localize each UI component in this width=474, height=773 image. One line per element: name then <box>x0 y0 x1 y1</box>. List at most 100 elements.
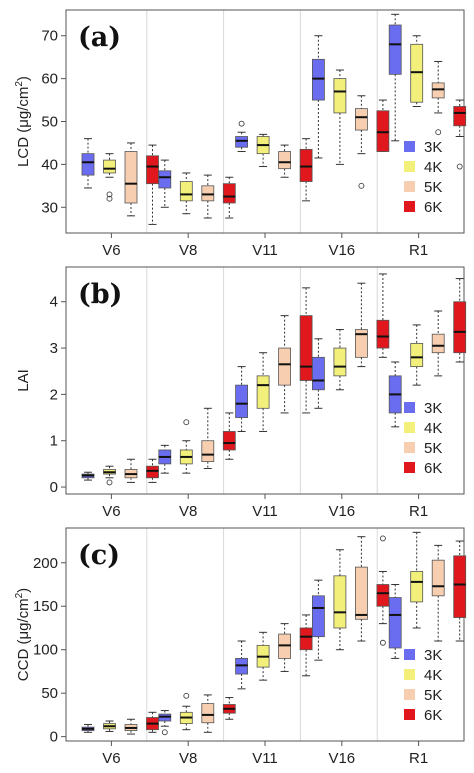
x-tick-label: V6 <box>102 750 120 767</box>
box-R1-6K <box>453 540 467 642</box>
box-body <box>376 584 390 607</box>
outlier-point <box>183 419 190 426</box>
box-body <box>333 347 347 377</box>
y-tick-label: 4 <box>50 294 58 311</box>
legend-swatch <box>404 161 415 172</box>
x-tick-label: V16 <box>328 503 355 520</box>
y-axis-label: CCD (μg/cm2) <box>14 588 32 681</box>
box-body <box>278 151 292 170</box>
box-body <box>410 343 424 368</box>
box-body <box>256 375 270 409</box>
legend-swatch <box>404 201 415 212</box>
legend-swatch <box>404 402 415 413</box>
box-V11-4K <box>256 631 270 681</box>
box-body <box>146 155 159 185</box>
box-R1-5K <box>431 310 445 377</box>
box-body <box>311 58 325 101</box>
panel-1: 30 40 50 60 70 LCD (μg/cm2) V6 V8 V11 V16 R1 (a) 3K 4… <box>14 9 467 259</box>
legend-swatch <box>404 669 415 680</box>
box-body <box>124 151 138 204</box>
box-V11-3K <box>235 366 249 432</box>
legend-label: 5K <box>424 440 442 457</box>
y-tick-label: 60 <box>41 71 58 88</box>
box-V16-4K <box>333 69 347 165</box>
box-V16-5K <box>354 282 368 368</box>
box-R1-3K <box>388 584 402 659</box>
box-body <box>354 566 368 620</box>
box-body <box>222 183 236 204</box>
y-tick-label: 1 <box>50 433 58 450</box>
box-V6-6K <box>146 144 159 225</box>
box-V6-4K <box>103 720 116 732</box>
box-V11-4K <box>256 352 270 432</box>
box-body <box>235 136 249 148</box>
box-R1-3K <box>388 13 402 142</box>
box-V8-3K <box>158 710 172 736</box>
box-V8-4K <box>179 692 193 731</box>
y-tick-label: 70 <box>41 28 58 45</box>
legend: 3K 4K 5K 6K <box>404 647 442 724</box>
box-body <box>146 465 159 479</box>
box-V11-6K <box>299 287 313 414</box>
box-V11-5K <box>278 144 292 178</box>
box-V6-6K <box>146 711 159 733</box>
box-V6-3K <box>81 138 95 189</box>
legend-swatch <box>404 422 415 433</box>
box-body <box>235 384 249 418</box>
box-V11-6K <box>299 614 313 677</box>
legend-label: 3K <box>424 139 442 156</box>
box-body <box>311 595 325 638</box>
legend: 3K 4K 5K 6K <box>404 139 442 216</box>
legend-swatch <box>404 709 415 720</box>
outlier-point <box>183 692 190 699</box>
box-V16-3K <box>311 35 325 159</box>
panel-label: (b) <box>78 279 122 310</box>
box-V8-6K <box>222 176 236 219</box>
box-body <box>453 106 467 127</box>
box-R1-3K <box>388 361 402 428</box>
box-V6-5K <box>124 718 138 735</box>
box-V8-6K <box>222 412 236 460</box>
box-R1-4K <box>410 531 424 629</box>
x-tick-label: R1 <box>409 750 428 767</box>
box-body <box>410 571 424 603</box>
x-tick-label: V8 <box>179 242 197 259</box>
legend-label: 3K <box>424 400 442 417</box>
legend-swatch <box>404 141 415 152</box>
box-body <box>179 181 193 202</box>
box-body <box>453 301 467 354</box>
y-axis-label: LAI <box>15 369 32 392</box>
outlier-point <box>161 729 168 736</box>
panel-label: (a) <box>78 22 121 53</box>
box-V16-5K <box>354 536 368 642</box>
box-body <box>103 159 116 174</box>
box-body <box>222 431 236 451</box>
box-body <box>410 43 424 103</box>
x-tick-label: V16 <box>328 242 355 259</box>
x-tick-label: R1 <box>409 503 428 520</box>
y-tick-label: 30 <box>41 199 58 216</box>
outlier-point <box>106 479 113 486</box>
box-body <box>278 347 292 386</box>
box-V16-6K <box>376 99 390 153</box>
legend-label: 6K <box>424 707 442 724</box>
x-tick-label: V8 <box>179 503 197 520</box>
legend-swatch <box>404 462 415 473</box>
box-R1-4K <box>410 35 424 107</box>
y-axis-label: LCD (μg/cm2) <box>14 76 32 167</box>
box-V6-6K <box>146 458 159 483</box>
box-V6-3K <box>81 723 95 733</box>
box-V6-5K <box>124 142 138 217</box>
legend-label: 6K <box>424 460 442 477</box>
x-tick-label: R1 <box>409 242 428 259</box>
legend-label: 4K <box>424 159 442 176</box>
box-V8-5K <box>201 174 215 219</box>
box-body <box>201 703 215 724</box>
y-tick-label: 40 <box>41 156 58 173</box>
box-body <box>333 78 347 114</box>
x-tick-label: V11 <box>252 503 278 520</box>
box-V16-6K <box>376 273 390 358</box>
box-body <box>81 153 95 176</box>
box-V8-5K <box>201 407 215 470</box>
